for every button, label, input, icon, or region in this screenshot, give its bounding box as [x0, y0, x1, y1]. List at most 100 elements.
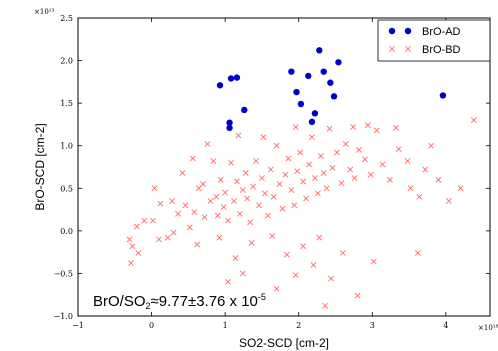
marker-stroke: [414, 250, 421, 256]
bro-bd-point: [373, 127, 380, 134]
y-tick-label: 2.0: [60, 57, 73, 66]
bro-bd-point: [150, 217, 156, 224]
bro-bd-point: [422, 166, 429, 173]
marker-stroke: [204, 141, 211, 147]
marker-stroke: [470, 117, 477, 124]
marker-stroke: [416, 193, 423, 200]
legend-x: [389, 46, 395, 52]
y-tick-label: −0.5: [54, 269, 73, 278]
y-tick-label: 0.5: [60, 184, 73, 193]
marker-stroke: [405, 46, 411, 52]
marker-stroke: [273, 285, 280, 292]
bro-bd-point: [256, 202, 262, 209]
bro-ad-point: [335, 59, 342, 66]
bro-ad-point: [227, 75, 235, 82]
marker-stroke: [373, 127, 380, 134]
bro-ad-point: [330, 93, 338, 100]
marker-stroke: [310, 261, 317, 268]
bro-bd-point: [350, 124, 357, 130]
bro-bd-point: [269, 233, 276, 239]
bro-bd-point: [279, 205, 286, 212]
marker-stroke: [201, 214, 208, 221]
bro-bd-point: [156, 236, 162, 243]
bro-bd-point: [264, 212, 271, 219]
marker-stroke: [239, 270, 246, 277]
bro-ad-point: [226, 124, 233, 132]
marker-stroke: [244, 195, 251, 202]
marker-stroke: [217, 176, 224, 183]
legend-x: [405, 46, 411, 52]
marker-stroke: [213, 193, 220, 200]
bro-bd-point: [310, 261, 317, 268]
marker-stroke: [169, 198, 176, 204]
marker-stroke: [228, 159, 234, 166]
bro-bd-point: [225, 217, 232, 224]
marker-stroke: [236, 210, 243, 217]
bro-bd-point: [273, 285, 280, 292]
y-axis-label: BrO-SCD [cm-2]: [33, 123, 47, 210]
bro-bd-point: [239, 270, 246, 277]
ratio-annotation: BrO/SO2≈9.77±3.76 x 10-5: [90, 291, 269, 312]
bro-bd-point: [291, 202, 298, 209]
bro-ad-point: [327, 79, 334, 86]
bro-bd-point: [164, 234, 171, 241]
marker-stroke: [261, 190, 268, 197]
bro-bd-point: [322, 302, 329, 309]
marker-stroke: [259, 175, 265, 181]
bro-bd-point: [216, 234, 223, 241]
bro-bd-point: [311, 175, 318, 181]
marker-stroke: [233, 178, 240, 185]
bro-bd-point: [309, 134, 315, 141]
marker-stroke: [216, 234, 223, 241]
bro-bd-point: [428, 142, 435, 149]
marker-stroke: [362, 156, 368, 163]
bro-bd-point: [364, 122, 371, 129]
bro-bd-point: [191, 209, 198, 216]
bro-ad-point: [216, 82, 224, 89]
marker-stroke: [164, 234, 171, 241]
marker-stroke: [395, 146, 402, 153]
bro-bd-point: [470, 117, 477, 124]
bro-bd-point: [356, 147, 362, 153]
marker-stroke: [225, 217, 232, 224]
bro-ad-point: [293, 88, 300, 96]
bro-ad-point: [308, 118, 316, 126]
marker-stroke: [235, 132, 242, 139]
marker-stroke: [133, 223, 140, 230]
marker-stroke: [151, 185, 158, 192]
marker-stroke: [428, 142, 435, 149]
marker-stroke: [316, 234, 323, 241]
marker-stroke: [267, 166, 274, 173]
bro-bd-point: [214, 212, 221, 219]
bro-bd-point: [259, 175, 265, 181]
marker-stroke: [170, 229, 177, 236]
marker-stroke: [207, 198, 214, 204]
marker-stroke: [214, 212, 221, 219]
bro-bd-point: [407, 185, 414, 192]
bro-bd-point: [367, 171, 374, 178]
marker-stroke: [222, 189, 229, 196]
marker-stroke: [179, 170, 186, 176]
bro-bd-point: [194, 241, 201, 248]
bro-bd-point: [300, 178, 307, 185]
bro-bd-point: [179, 170, 186, 176]
bro-bd-point: [314, 190, 321, 197]
marker-stroke: [194, 241, 201, 248]
bro-bd-point: [297, 149, 304, 156]
bro-bd-point: [220, 204, 227, 210]
bro-ad-point: [297, 100, 305, 108]
bro-bd-point: [175, 210, 181, 217]
bro-bd-point: [128, 260, 134, 267]
marker-stroke: [175, 210, 181, 217]
bro-bd-point: [457, 185, 464, 192]
marker-stroke: [156, 236, 162, 243]
marker-stroke: [250, 183, 257, 190]
x-tick-label: 4: [443, 321, 448, 330]
bro-bd-point: [392, 124, 399, 131]
marker-stroke: [264, 212, 271, 219]
bro-ad-point: [226, 119, 233, 126]
bro-bd-point: [342, 141, 349, 147]
marker-stroke: [232, 255, 239, 262]
bro-bd-point: [141, 217, 148, 224]
